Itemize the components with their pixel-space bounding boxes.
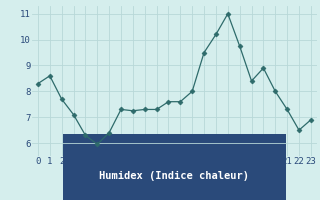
X-axis label: Humidex (Indice chaleur): Humidex (Indice chaleur)	[100, 171, 249, 181]
